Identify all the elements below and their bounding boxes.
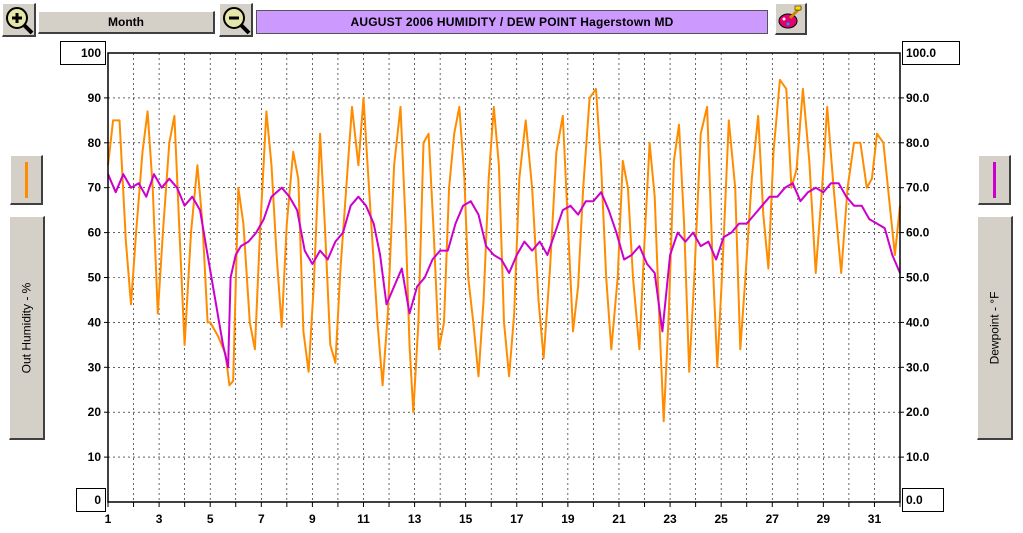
humidity-series-line [107,78,901,423]
y-left-tick-label: 50 [88,271,102,285]
period-button[interactable]: Month [38,11,215,34]
x-tick-label: 1 [105,512,112,526]
zoom-out-button[interactable] [219,3,253,37]
y-left-tick-label: 10 [88,450,102,464]
y-left-tick-label: 40 [88,315,102,329]
right-axis-max-field[interactable]: 100.0 [902,41,960,65]
color-settings-button[interactable] [775,3,807,35]
x-tick-label: 7 [258,512,265,526]
right-axis-min-field[interactable]: 0.0 [902,488,944,512]
left-axis-select-button[interactable]: Out Humidity - % [9,216,45,440]
y-left-tick-label: 70 [88,181,102,195]
x-tick-label: 27 [766,512,780,526]
y-left-tick-label: 20 [88,405,102,419]
magnifier-minus-icon [222,6,250,34]
x-tick-label: 19 [561,512,575,526]
chart-title: AUGUST 2006 HUMIDITY / DEW POINT Hagerst… [256,10,768,34]
x-tick-label: 3 [156,512,163,526]
humidity-swatch-line [24,161,28,198]
x-tick-label: 23 [663,512,677,526]
y-right-tick-label: 30.0 [906,360,930,374]
y-left-tick-label: 90 [88,91,102,105]
magnifier-plus-icon [5,6,33,34]
x-tick-label: 11 [357,512,370,526]
left-axis-max-field[interactable]: 100 [60,41,106,65]
x-tick-label: 17 [510,512,524,526]
y-right-tick-label: 40.0 [906,315,930,329]
y-right-tick-label: 80.0 [906,136,930,150]
paint-palette-icon [778,5,803,29]
dewpoint-series-line [107,173,901,369]
y-right-tick-label: 70.0 [906,181,930,195]
chart-series [107,78,901,423]
x-tick-label: 29 [817,512,831,526]
dewpoint-color-swatch[interactable] [978,155,1011,205]
x-tick-label: 21 [612,512,626,526]
y-right-tick-label: 60.0 [906,226,930,240]
dewpoint-swatch-line [992,161,996,198]
x-tick-label: 5 [207,512,214,526]
chart-grid [108,53,900,502]
y-left-tick-label: 80 [88,136,102,150]
y-right-tick-label: 10.0 [906,450,930,464]
x-tick-label: 9 [309,512,316,526]
chart-ticks: 90 80 70 60 50 40 30 20 10 90.0 80.0 70.0 60.0 50.0 40… [88,91,930,526]
x-tick-label: 13 [408,512,422,526]
y-right-tick-label: 90.0 [906,91,930,105]
right-axis-select-button[interactable]: Dewpoint - °F [977,216,1013,440]
x-tick-label: 25 [714,512,728,526]
y-left-tick-label: 60 [88,226,102,240]
zoom-in-button[interactable] [2,3,36,37]
left-axis-min-field[interactable]: 0 [76,488,106,512]
y-left-tick-label: 30 [88,360,102,374]
humidity-color-swatch[interactable] [10,155,43,205]
y-right-tick-label: 50.0 [906,271,930,285]
y-right-tick-label: 20.0 [906,405,930,419]
x-tick-label: 31 [868,512,882,526]
x-tick-label: 15 [459,512,473,526]
